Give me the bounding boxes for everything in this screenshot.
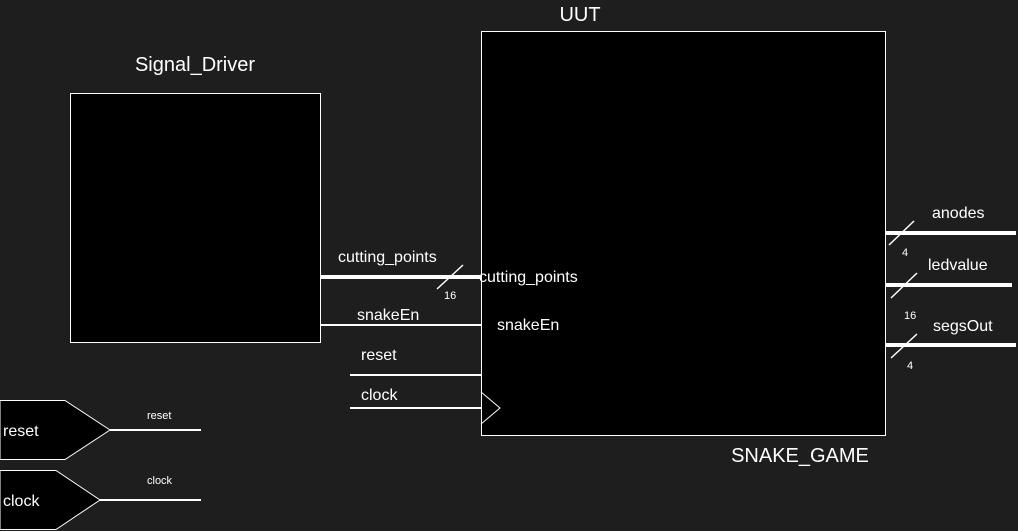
wire-cutting-points[interactable]: cutting_points 16 [320,249,481,302]
bus-width-ledvalue: 16 [904,310,916,322]
port-net-clock: clock [147,475,173,487]
uut-port-snakeen: snakeEn [497,317,559,334]
wire-label-snakeen: snakeEn [357,307,419,324]
bus-width-segsout: 4 [907,360,913,372]
output-segsout[interactable]: segsOut 4 [885,318,1016,372]
bus-width-slash [888,220,915,246]
port-label-reset: reset [3,423,39,440]
port-net-reset: reset [147,410,171,422]
output-ledvalue[interactable]: ledvalue 16 [885,257,1012,322]
output-label-segsout: segsOut [933,318,993,335]
uut-block[interactable]: UUT SNAKE_GAME cutting_points snakeEn [479,4,886,467]
signal-driver-block[interactable]: Signal_Driver [70,54,321,343]
bus-width-slash [890,333,918,359]
wire-label-clock: clock [361,387,398,404]
bus-width-slash [890,272,918,299]
port-shape [0,470,101,530]
bus-width-anodes: 4 [902,247,908,259]
bus-width-slash [436,264,464,290]
uut-instance-name: UUT [559,4,600,26]
port-label-clock: clock [3,493,40,510]
input-port-reset[interactable]: reset reset [0,400,201,460]
wire-clock[interactable]: clock [350,387,481,409]
uut-box [481,31,886,436]
uut-port-cutting-points: cutting_points [479,269,578,286]
bus-width-cutting-points: 16 [444,290,456,302]
wire-snakeen[interactable]: snakeEn [320,307,481,326]
clock-edge-indicator [480,391,501,425]
output-label-ledvalue: ledvalue [928,257,988,274]
signal-driver-title: Signal_Driver [135,54,255,76]
signal-driver-box [70,93,321,343]
wire-label-reset: reset [361,347,397,364]
output-anodes[interactable]: anodes 4 [885,205,1016,259]
wire-reset[interactable]: reset [350,347,481,376]
input-port-clock[interactable]: clock clock [0,470,201,530]
port-shape [0,400,111,460]
output-label-anodes: anodes [932,205,985,222]
wire-label-cutting-points: cutting_points [338,249,437,266]
uut-module-name: SNAKE_GAME [731,445,869,467]
